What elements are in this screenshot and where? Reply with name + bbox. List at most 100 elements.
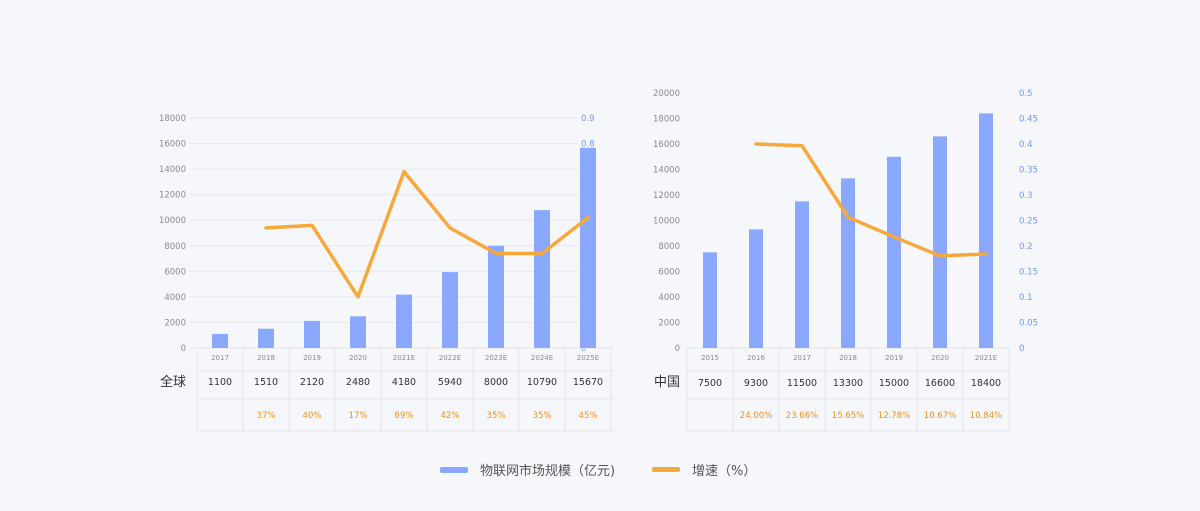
chart1-bar [350, 316, 366, 348]
chart1-category-label: 2022E [439, 354, 461, 362]
chart2-growth-point [754, 142, 758, 146]
chart2-growth-point [892, 235, 896, 239]
chart2-right-tick-label: 0.15 [1019, 268, 1038, 278]
chart2-growth-label: 24.00% [740, 411, 772, 421]
chart2-left-tick-label: 16000 [653, 140, 680, 150]
chart1-right-tick-label: 0.9 [581, 114, 595, 124]
chart2-left-tick-label: 20000 [653, 89, 680, 99]
chart1-left-tick-label: 0 [181, 344, 186, 354]
chart2-left-tick-label: 8000 [658, 242, 680, 252]
chart1-value-label: 8000 [484, 377, 508, 388]
chart2-left-tick-label: 2000 [658, 319, 680, 329]
chart1-bar [488, 245, 504, 348]
chart1-bar [396, 294, 412, 348]
chart1-right-tick-label: 0.8 [581, 140, 595, 150]
chart1-bar [258, 328, 274, 348]
chart1-growth-point [448, 226, 452, 230]
chart1-bar [534, 210, 550, 348]
chart1-left-tick-label: 12000 [159, 191, 186, 201]
chart2-growth-point [800, 144, 804, 148]
chart1-growth-point [494, 251, 498, 255]
chart1-category-label: 2025E [577, 354, 599, 362]
chart1-value-label: 5940 [438, 377, 462, 388]
chart2-growth-line [754, 142, 988, 258]
legend-bar-label: 物联网市场规模（亿元) [480, 464, 616, 479]
chart2-left-tick-label: 6000 [658, 268, 680, 278]
chart1-category-label: 2017 [211, 354, 229, 362]
chart2-right-tick-label: 0.3 [1019, 191, 1033, 201]
chart2-right-tick-label: 0.2 [1019, 242, 1033, 252]
chart1-category-label: 2018 [257, 354, 275, 362]
chart2-bar [795, 201, 809, 348]
chart2-left-tick-label: 4000 [658, 293, 680, 303]
chart2-right-tick-label: 0.05 [1019, 319, 1038, 329]
chart2-category-label: 2018 [839, 354, 857, 362]
chart2-left-tick-label: 12000 [653, 191, 680, 201]
chart2-bar [841, 178, 855, 348]
chart2-bar [933, 136, 947, 348]
chart2-right-tick-label: 0.5 [1019, 89, 1033, 99]
chart1-growth-label: 69% [395, 411, 414, 421]
chart2-value-label: 18400 [971, 378, 1001, 389]
chart1-growth-label: 35% [487, 411, 506, 421]
chart2-right-tick-label: 0 [1019, 344, 1024, 354]
chart1-growth-point [540, 251, 544, 255]
chart2-category-label: 2020 [931, 354, 949, 362]
chart1-value-label: 15670 [573, 377, 603, 388]
chart1-growth-point [310, 223, 314, 227]
chart1-growth-line [264, 169, 590, 299]
chart1-growth-label: 17% [349, 411, 368, 421]
chart1-growth-point [402, 170, 406, 174]
chart1-growth-label: 35% [533, 411, 552, 421]
chart2-right-tick-label: 0.45 [1019, 115, 1038, 125]
chart1-value-label: 10790 [527, 377, 557, 388]
chart1-value-label: 1100 [208, 377, 232, 388]
chart2-value-label: 13300 [833, 378, 863, 389]
chart1-growth-point [356, 295, 360, 299]
chart1-value-label: 2120 [300, 377, 324, 388]
chart1-left-tick-label: 16000 [159, 140, 186, 150]
chart2-value-label: 16600 [925, 378, 955, 389]
chart1-category-label: 2020 [349, 354, 367, 362]
chart1-value-label: 2480 [346, 377, 370, 388]
chart2-growth-point [984, 252, 988, 256]
chart1-growth-label: 40% [303, 411, 322, 421]
chart1-left-tick-label: 18000 [159, 114, 186, 124]
chart1-category-label: 2019 [303, 354, 321, 362]
chart2-value-label: 7500 [698, 378, 722, 389]
chart1-left-tick-label: 6000 [164, 267, 186, 277]
chart2-growth-label: 23.66% [786, 411, 818, 421]
chart2-value-label: 9300 [744, 378, 768, 389]
chart2-region-label: 中国 [654, 375, 680, 390]
chart2-right-tick-label: 0.1 [1019, 293, 1033, 303]
chart1-left-tick-label: 4000 [164, 293, 186, 303]
chart2-category-label: 2015 [701, 354, 719, 362]
chart1-bar [212, 333, 228, 348]
chart1-right-tick-label: 0 [581, 344, 586, 354]
chart1-left-tick-label: 8000 [164, 242, 186, 252]
chart1-growth-point [264, 226, 268, 230]
chart2-bar [703, 252, 717, 348]
chart1-category-label: 2021E [393, 354, 415, 362]
chart1-category-label: 2024E [531, 354, 553, 362]
chart1-bar [580, 147, 596, 348]
chart2-left-tick-label: 0 [675, 344, 680, 354]
chart2-left-tick-label: 18000 [653, 115, 680, 125]
legend-bar: 物联网市场规模（亿元) [440, 460, 615, 479]
chart1-growth-label: 37% [257, 411, 276, 421]
chart2-growth-label: 12.78% [878, 411, 910, 421]
chart2-value-label: 11500 [787, 378, 817, 389]
chart1-growth-label: 45% [579, 411, 598, 421]
legend-line-swatch [652, 467, 680, 472]
chart2-bar [887, 156, 901, 348]
legend-line: 增速（%） [652, 460, 756, 479]
chart2-growth-label: 10.84% [970, 411, 1002, 421]
chart1-region-label: 全球 [160, 374, 186, 390]
chart1-growth-label: 42% [441, 411, 460, 421]
chart1-category-label: 2023E [485, 354, 507, 362]
chart2-growth-label: 15.65% [832, 411, 864, 421]
chart1-bar [442, 272, 458, 348]
chart2-left-tick-label: 10000 [653, 217, 680, 227]
chart2-category-label: 2019 [885, 354, 903, 362]
